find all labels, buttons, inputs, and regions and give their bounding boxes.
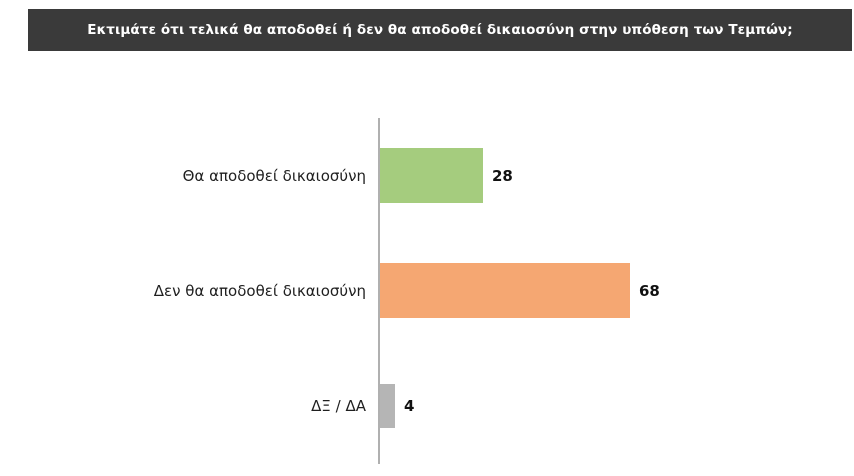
category-label: Θα αποδοθεί δικαιοσύνη <box>182 166 366 185</box>
bar-justice-not-served <box>380 263 630 319</box>
chart-title-bar: Εκτιμάτε ότι τελικά θα αποδοθεί ή δεν θα… <box>28 9 852 51</box>
category-label: ΔΞ / ΔΑ <box>311 397 366 416</box>
category-label: Δεν θα αποδοθεί δικαιοσύνη <box>153 281 366 300</box>
bar-row-dont-know-no-answer: ΔΞ / ΔΑ 4 <box>0 349 854 464</box>
bar-justice-served <box>380 148 483 204</box>
chart-title: Εκτιμάτε ότι τελικά θα αποδοθεί ή δεν θα… <box>87 22 793 38</box>
bar-rows: Θα αποδοθεί δικαιοσύνη 28 Δεν θα αποδοθε… <box>0 118 854 464</box>
bar-area: 28 <box>380 148 513 204</box>
value-label: 4 <box>404 397 415 416</box>
bar-row-justice-served: Θα αποδοθεί δικαιοσύνη 28 <box>0 118 854 233</box>
y-axis-line <box>378 118 380 464</box>
value-label: 28 <box>492 166 513 185</box>
value-label: 68 <box>639 281 660 300</box>
horizontal-bar-chart: Θα αποδοθεί δικαιοσύνη 28 Δεν θα αποδοθε… <box>0 118 854 464</box>
bar-row-justice-not-served: Δεν θα αποδοθεί δικαιοσύνη 68 <box>0 233 854 348</box>
bar-dont-know-no-answer <box>380 384 395 429</box>
bar-area: 68 <box>380 263 660 319</box>
bar-area: 4 <box>380 384 415 429</box>
